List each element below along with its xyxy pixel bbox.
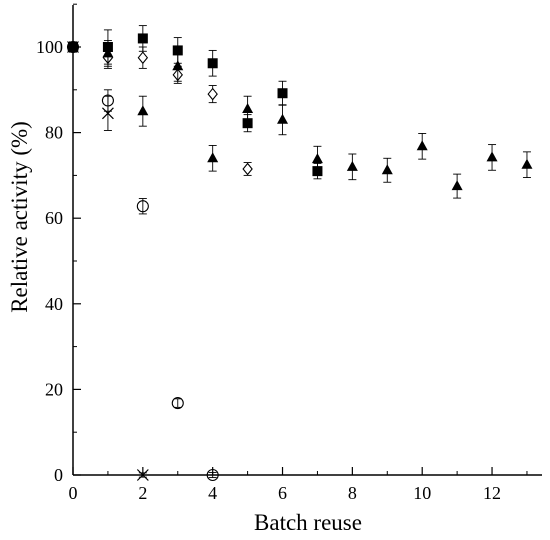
data-marks bbox=[66, 25, 533, 482]
series-cross bbox=[67, 41, 149, 481]
data-point bbox=[136, 198, 149, 215]
circle-marker bbox=[136, 200, 149, 213]
y-tick-label: 40 bbox=[45, 294, 63, 314]
square-marker bbox=[277, 88, 288, 99]
triangle-marker bbox=[451, 180, 463, 191]
square-marker bbox=[242, 118, 253, 129]
data-point bbox=[416, 133, 428, 160]
data-point bbox=[137, 95, 149, 127]
triangle-marker bbox=[207, 152, 219, 163]
x-axis-title: Batch reuse bbox=[254, 510, 362, 535]
data-point bbox=[172, 50, 184, 82]
data-point bbox=[137, 25, 148, 52]
triangle-marker bbox=[381, 164, 393, 175]
diamond-marker bbox=[242, 162, 253, 176]
data-point bbox=[242, 162, 253, 176]
triangle-marker bbox=[521, 158, 533, 169]
data-point bbox=[102, 40, 114, 67]
y-tick-label: 0 bbox=[54, 465, 63, 485]
square-marker bbox=[172, 45, 183, 56]
square-marker bbox=[137, 33, 148, 44]
x-tick-label: 12 bbox=[483, 483, 501, 503]
data-point bbox=[207, 85, 218, 104]
series-square-filled bbox=[68, 25, 323, 180]
x-tick-label: 2 bbox=[138, 483, 147, 503]
x-tick-label: 8 bbox=[348, 483, 357, 503]
y-tick-label: 80 bbox=[45, 123, 63, 143]
y-axis-title: Relative activity (%) bbox=[7, 121, 32, 313]
data-point bbox=[171, 397, 184, 410]
triangle-marker bbox=[242, 103, 254, 114]
triangle-marker bbox=[137, 105, 149, 116]
triangle-marker bbox=[416, 140, 428, 151]
data-point bbox=[136, 469, 149, 481]
square-marker bbox=[207, 58, 218, 69]
data-point bbox=[277, 104, 289, 136]
x-tick-label: 0 bbox=[69, 483, 78, 503]
data-point bbox=[486, 144, 498, 171]
circle-marker bbox=[206, 468, 219, 482]
tick-labels: 0 2 4 6 8 10 12 0 20 40 60 80 100 bbox=[36, 37, 501, 503]
data-point bbox=[207, 144, 219, 172]
series-triangle-filled bbox=[67, 40, 533, 199]
data-point bbox=[207, 49, 218, 77]
x-tick-label: 6 bbox=[278, 483, 287, 503]
triangle-marker bbox=[172, 60, 184, 71]
triangle-marker bbox=[67, 41, 79, 51]
data-point bbox=[451, 173, 463, 199]
data-point bbox=[521, 151, 533, 178]
data-point bbox=[346, 153, 358, 181]
axes bbox=[72, 5, 542, 476]
data-point bbox=[206, 468, 219, 482]
series-diamond-open bbox=[67, 40, 253, 176]
diamond-marker bbox=[137, 51, 149, 65]
data-point bbox=[242, 95, 254, 123]
x-tick-label: 4 bbox=[208, 483, 217, 503]
tick-marks bbox=[72, 3, 528, 476]
cross-marker bbox=[136, 469, 149, 481]
y-tick-label: 100 bbox=[36, 37, 63, 57]
y-tick-label: 20 bbox=[45, 379, 63, 399]
data-point bbox=[67, 41, 79, 51]
triangle-marker bbox=[277, 113, 289, 124]
cross-marker bbox=[101, 107, 114, 120]
x-tick-label: 10 bbox=[413, 483, 431, 503]
data-point bbox=[137, 46, 149, 69]
data-point bbox=[277, 80, 288, 106]
triangle-marker bbox=[102, 47, 114, 58]
circle-marker bbox=[171, 397, 184, 410]
data-point bbox=[311, 145, 323, 173]
triangle-marker bbox=[346, 160, 358, 171]
y-tick-label: 60 bbox=[45, 208, 63, 228]
data-point bbox=[101, 95, 114, 131]
triangle-marker bbox=[311, 153, 323, 164]
data-point bbox=[381, 157, 393, 183]
diamond-marker bbox=[207, 87, 218, 101]
triangle-marker bbox=[486, 151, 498, 162]
